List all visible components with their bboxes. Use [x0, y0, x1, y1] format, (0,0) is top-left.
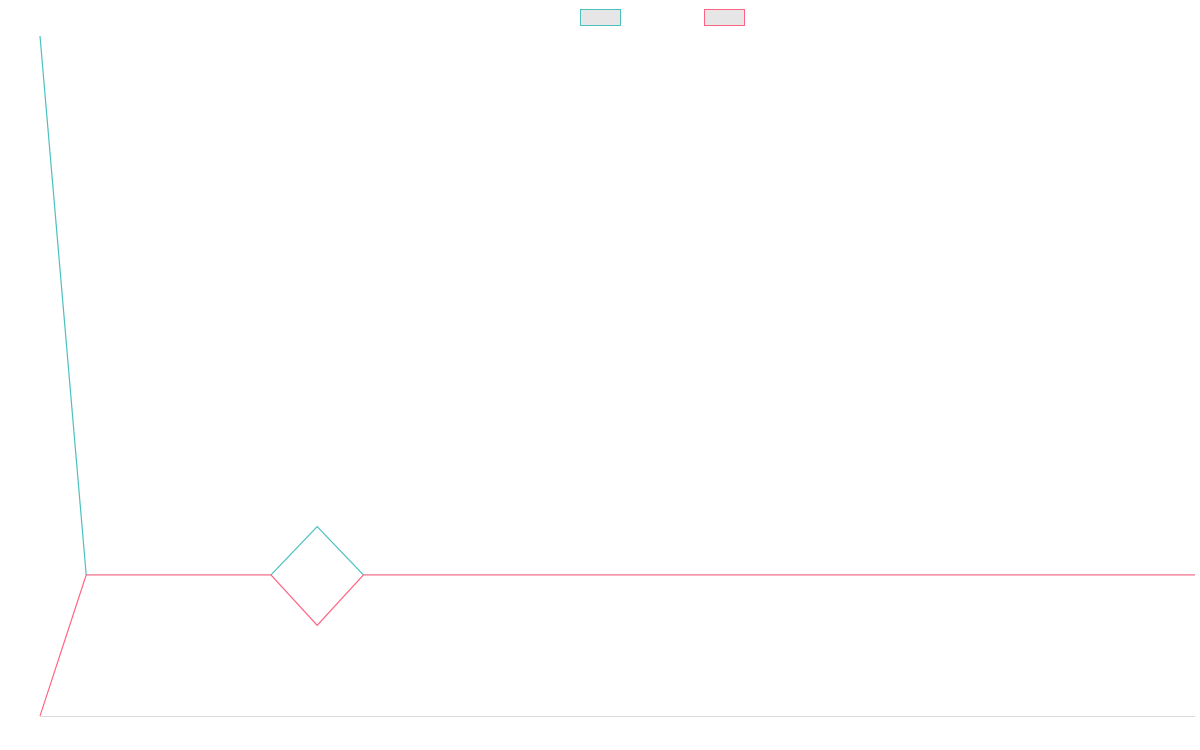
legend-swatch-1[interactable]: [580, 9, 621, 26]
legend: [580, 9, 745, 26]
series-line-1: [39, 35, 1195, 576]
series-line-2: [39, 574, 1195, 717]
legend-swatch-2[interactable]: [704, 9, 745, 26]
series-group: [39, 35, 1196, 717]
